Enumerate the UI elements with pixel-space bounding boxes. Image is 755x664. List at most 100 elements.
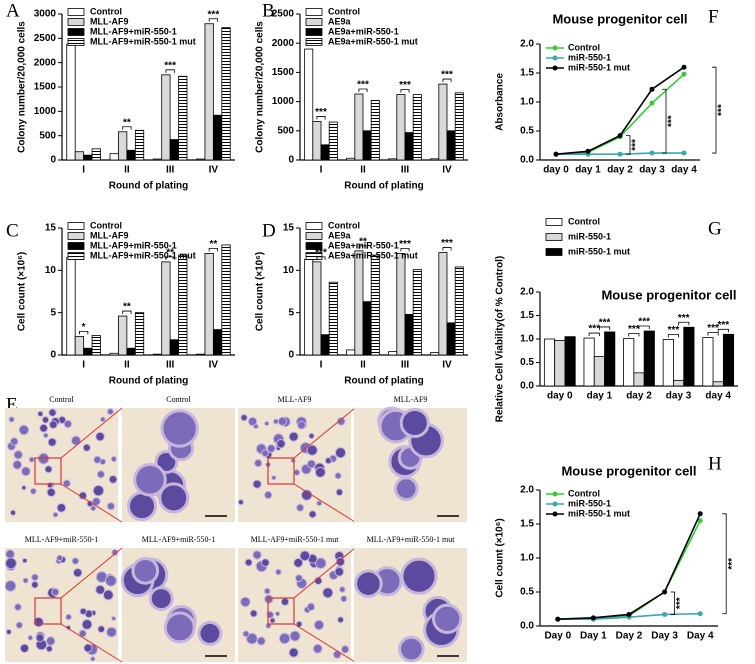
significance-bracket bbox=[662, 88, 667, 154]
legend-label: MLL-AF9 bbox=[90, 230, 129, 240]
micrograph-caption: Control bbox=[166, 395, 191, 404]
bar bbox=[304, 48, 314, 161]
legend-label: Control bbox=[568, 42, 600, 52]
legend-label: Control bbox=[90, 220, 122, 230]
bar bbox=[583, 337, 595, 387]
cell bbox=[133, 462, 167, 497]
bar bbox=[722, 333, 735, 387]
legend-swatch bbox=[67, 28, 85, 36]
significance-label: ** bbox=[123, 302, 131, 313]
bar bbox=[370, 100, 380, 161]
cell bbox=[334, 472, 342, 480]
y-tick-label: 1.5 bbox=[520, 310, 534, 321]
legend-swatch bbox=[67, 222, 85, 230]
significance-label: *** bbox=[599, 318, 611, 329]
cell bbox=[70, 435, 81, 446]
cell bbox=[39, 423, 49, 433]
legend-label: Control bbox=[328, 220, 360, 230]
cell bbox=[274, 611, 281, 617]
y-tick-label: 1.5 bbox=[520, 68, 534, 79]
x-tick-label: day 2 bbox=[607, 165, 633, 176]
x-tick-label: I bbox=[82, 360, 85, 371]
bar bbox=[91, 335, 101, 356]
cell bbox=[247, 416, 258, 427]
y-tick-label: 1000 bbox=[272, 96, 295, 107]
x-tick-label: day 3 bbox=[666, 391, 692, 402]
legend-swatch bbox=[67, 242, 85, 250]
chart-title: Mouse progenitor cell bbox=[561, 463, 696, 478]
legend-label: MLL-AF9+miR-550-1 mut bbox=[90, 36, 196, 46]
cell bbox=[276, 439, 286, 449]
cell bbox=[288, 431, 299, 442]
significance-bracket bbox=[122, 310, 132, 315]
cell bbox=[240, 414, 248, 422]
y-tick-label: 0 bbox=[50, 350, 56, 361]
bar bbox=[412, 269, 422, 356]
zoom-box bbox=[267, 597, 295, 625]
cell bbox=[335, 488, 344, 497]
cell bbox=[354, 569, 383, 598]
bar bbox=[91, 148, 101, 161]
bar bbox=[564, 336, 576, 387]
cell bbox=[280, 597, 290, 606]
cell bbox=[20, 466, 31, 477]
legend-label: Control bbox=[90, 6, 122, 16]
zoom-line bbox=[60, 547, 123, 599]
cell bbox=[81, 619, 93, 630]
cell bbox=[314, 466, 326, 478]
bar bbox=[438, 83, 448, 161]
x-tick-label: IV bbox=[209, 165, 219, 176]
significance-bracket bbox=[165, 256, 175, 260]
significance-label: ** bbox=[359, 237, 367, 248]
legend-swatch bbox=[305, 232, 323, 240]
y-axis-label: Relative Cell Viability(of % Control) bbox=[495, 256, 506, 423]
bar bbox=[204, 252, 214, 356]
legend-label: miR-550-1 mut bbox=[568, 246, 630, 256]
cell bbox=[83, 643, 93, 653]
x-tick-label: IV bbox=[209, 360, 219, 371]
y-axis-label: Cell count (×10⁶) bbox=[17, 252, 28, 331]
cell bbox=[131, 557, 160, 585]
legend-swatch bbox=[545, 248, 563, 256]
legend-label: AE9a bbox=[328, 16, 352, 26]
cell bbox=[334, 447, 347, 459]
bar bbox=[396, 94, 406, 161]
cell bbox=[96, 470, 105, 479]
bar bbox=[388, 351, 398, 356]
y-axis-label: Cell count (×10⁶) bbox=[495, 518, 506, 597]
y-tick-label: 2.0 bbox=[520, 39, 534, 50]
micrograph-caption: Control bbox=[49, 395, 74, 404]
legend-swatch bbox=[305, 38, 323, 46]
cell bbox=[249, 609, 258, 618]
cell bbox=[340, 595, 348, 603]
legend-swatch bbox=[552, 55, 558, 61]
cell bbox=[256, 636, 266, 646]
zoom-line bbox=[293, 407, 356, 459]
cell bbox=[48, 408, 57, 417]
cell bbox=[72, 567, 83, 578]
zoom-line bbox=[60, 407, 123, 459]
x-tick-label: day 0 bbox=[543, 165, 569, 176]
cell bbox=[79, 607, 87, 616]
y-tick-label: 0 bbox=[288, 155, 294, 166]
cell bbox=[393, 476, 419, 502]
bar bbox=[212, 329, 223, 356]
y-tick-label: 10 bbox=[45, 265, 57, 276]
significance-bracket bbox=[626, 135, 631, 155]
y-tick-label: 0.5 bbox=[520, 357, 534, 368]
micrograph-caption: MLL-AF9+miR-550-1 bbox=[25, 535, 98, 544]
y-tick-label: 2000 bbox=[272, 38, 295, 49]
significance-label: ** bbox=[123, 117, 131, 128]
cell bbox=[297, 420, 307, 430]
bar bbox=[388, 158, 398, 161]
legend-swatch bbox=[67, 232, 85, 240]
bar bbox=[118, 131, 128, 161]
legend-swatch bbox=[67, 8, 85, 16]
chart: F Mouse progenitor cell Absorbance 0.0 0.5 1.… bbox=[495, 6, 728, 175]
y-tick-label: 2.0 bbox=[520, 287, 534, 298]
point bbox=[626, 611, 632, 617]
chart-title: Mouse progenitor cell bbox=[601, 287, 736, 302]
significance-label: *** bbox=[399, 80, 411, 91]
bar bbox=[152, 158, 163, 161]
cell bbox=[294, 574, 303, 583]
